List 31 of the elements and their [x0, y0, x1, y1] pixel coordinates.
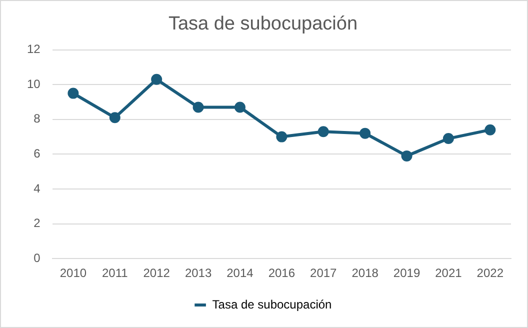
y-tick-label: 6	[34, 146, 41, 161]
x-tick-label: 2017	[310, 266, 338, 280]
x-tick-label: 2011	[102, 266, 128, 280]
x-tick-label: 2013	[184, 266, 212, 280]
x-tick-label: 2022	[476, 266, 504, 280]
x-tick-label: 2016	[268, 266, 296, 280]
x-tick-label: 2019	[393, 266, 420, 280]
point	[360, 128, 371, 139]
point	[234, 102, 246, 113]
y-tick-label: 2	[34, 216, 41, 230]
x-tick-label: 2018	[352, 266, 379, 280]
point	[484, 124, 496, 136]
y-tick-label: 8	[34, 112, 41, 126]
point	[318, 126, 329, 138]
legend-label: Tasa de subocupación	[212, 297, 332, 312]
y-tick-label: 0	[34, 250, 41, 265]
point	[68, 88, 79, 99]
y-tick-label: 12	[26, 42, 41, 56]
y-tick-label: 4	[34, 181, 41, 196]
point	[276, 131, 288, 142]
point	[401, 150, 412, 162]
point	[442, 133, 454, 144]
x-tick-label: 2021	[435, 266, 462, 280]
y-tick-label: 10	[26, 76, 41, 91]
x-tick-label: 2014	[226, 266, 254, 280]
chart-title: Tasa de subocupación	[168, 14, 358, 35]
x-tick-label: 2012	[143, 266, 170, 280]
point	[151, 74, 162, 85]
point	[109, 112, 120, 124]
point	[192, 102, 204, 113]
x-tick-label: 2010	[60, 266, 87, 280]
